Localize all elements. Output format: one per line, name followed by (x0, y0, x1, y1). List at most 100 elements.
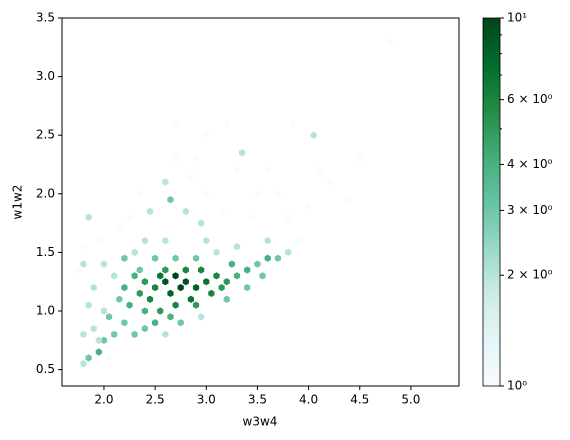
hex-cell (136, 289, 143, 298)
hex-cell (274, 254, 282, 262)
colorbar-tick-label: 6 × 10⁰ (507, 92, 553, 106)
hex-cell (264, 237, 271, 245)
hex-cell (264, 254, 271, 262)
hex-cell (100, 260, 108, 268)
hex-cell (315, 166, 322, 174)
hex-cell (192, 155, 200, 163)
hex-cell (356, 155, 363, 163)
hex-cell (151, 319, 159, 327)
hex-cell (325, 178, 333, 186)
hex-cell (90, 324, 97, 333)
y-tick-label: 2.0 (36, 186, 55, 200)
hex-cell (305, 201, 312, 210)
hex-cell (213, 272, 220, 280)
hex-cell (131, 272, 138, 280)
hex-cell (254, 260, 261, 268)
x-tick-label: 2.5 (146, 393, 165, 407)
hex-cell (238, 149, 246, 157)
hex-cell (146, 295, 154, 303)
hex-cell (85, 213, 92, 221)
hex-cell (290, 119, 297, 128)
hex-cell (203, 237, 210, 245)
hex-cell (295, 237, 302, 245)
hex-cell (172, 155, 179, 163)
hex-cell (162, 330, 169, 339)
hex-cell (182, 266, 189, 274)
hex-cell (198, 313, 205, 321)
hex-cell (85, 301, 92, 309)
hex-cell (192, 301, 200, 309)
hex-cell (126, 301, 133, 309)
colorbar-tick-label: 3 × 10⁰ (507, 203, 553, 217)
y-axis-label: w1w2 (11, 185, 25, 220)
x-tick-label: 3.5 (248, 393, 267, 407)
hex-cell (244, 266, 251, 274)
hex-cell (90, 283, 97, 292)
hex-cell (264, 166, 271, 174)
hex-cell (80, 360, 87, 368)
hex-cell (157, 307, 164, 315)
y-tick-label: 1.5 (36, 245, 55, 259)
hex-cell (80, 260, 87, 268)
hex-cell (187, 295, 195, 303)
hex-cell (111, 272, 118, 280)
plot-frame (61, 17, 460, 387)
hex-cell (208, 289, 215, 298)
hex-cell (213, 248, 220, 256)
hex-cell (162, 278, 169, 286)
hex-cell (223, 119, 230, 128)
hex-cell (95, 348, 102, 356)
hex-cell (75, 266, 82, 274)
y-tick-label: 2.5 (36, 128, 55, 142)
hex-cell (233, 242, 241, 251)
hex-cell (218, 283, 225, 292)
hex-cell (192, 283, 200, 292)
hex-cell (285, 213, 292, 221)
hex-cell (116, 295, 123, 303)
hex-cell (198, 266, 205, 274)
colorbar-tick-label: 10¹ (507, 11, 527, 25)
colorbar (482, 17, 501, 387)
x-tick-label: 4.5 (350, 393, 369, 407)
y-tick-label: 3.5 (36, 11, 55, 25)
hex-cell (162, 178, 169, 186)
hex-cell (228, 260, 235, 268)
hex-cell (259, 272, 266, 280)
hex-cell (254, 190, 261, 198)
hex-cell (162, 237, 169, 245)
hex-cell (131, 330, 138, 339)
hex-cell (141, 237, 148, 245)
hex-cell (177, 283, 184, 292)
hex-cell (136, 190, 143, 198)
hex-cell (111, 330, 118, 339)
x-tick-label: 5.0 (401, 393, 420, 407)
hex-cell (126, 213, 133, 221)
hex-cell (131, 248, 138, 256)
colorbar-tick-label: 4 × 10⁰ (507, 157, 553, 171)
hex-cell (233, 166, 241, 174)
hex-cell (172, 301, 179, 309)
hex-cell (172, 272, 179, 280)
hex-cell (151, 283, 159, 292)
hex-cell (116, 225, 123, 233)
hex-cell (121, 254, 128, 262)
hex-cell (203, 131, 210, 139)
hex-cell (167, 289, 174, 298)
hex-cell (346, 196, 353, 204)
hex-cell (182, 278, 189, 286)
hex-cell (172, 254, 179, 262)
hex-cell (198, 219, 205, 227)
x-tick-label: 2.0 (94, 393, 113, 407)
colorbar-tick-label: 2 × 10⁰ (507, 268, 553, 282)
hex-cell (223, 295, 230, 303)
hex-cell (95, 237, 102, 245)
hex-cell (162, 266, 169, 274)
hex-cell (172, 119, 179, 128)
y-tick-label: 0.5 (36, 362, 55, 376)
hex-cell (80, 242, 87, 251)
hex-cell (100, 336, 108, 344)
hex-cell (136, 266, 143, 274)
hex-cell (121, 319, 128, 327)
x-axis-label: w3w4 (243, 415, 278, 429)
